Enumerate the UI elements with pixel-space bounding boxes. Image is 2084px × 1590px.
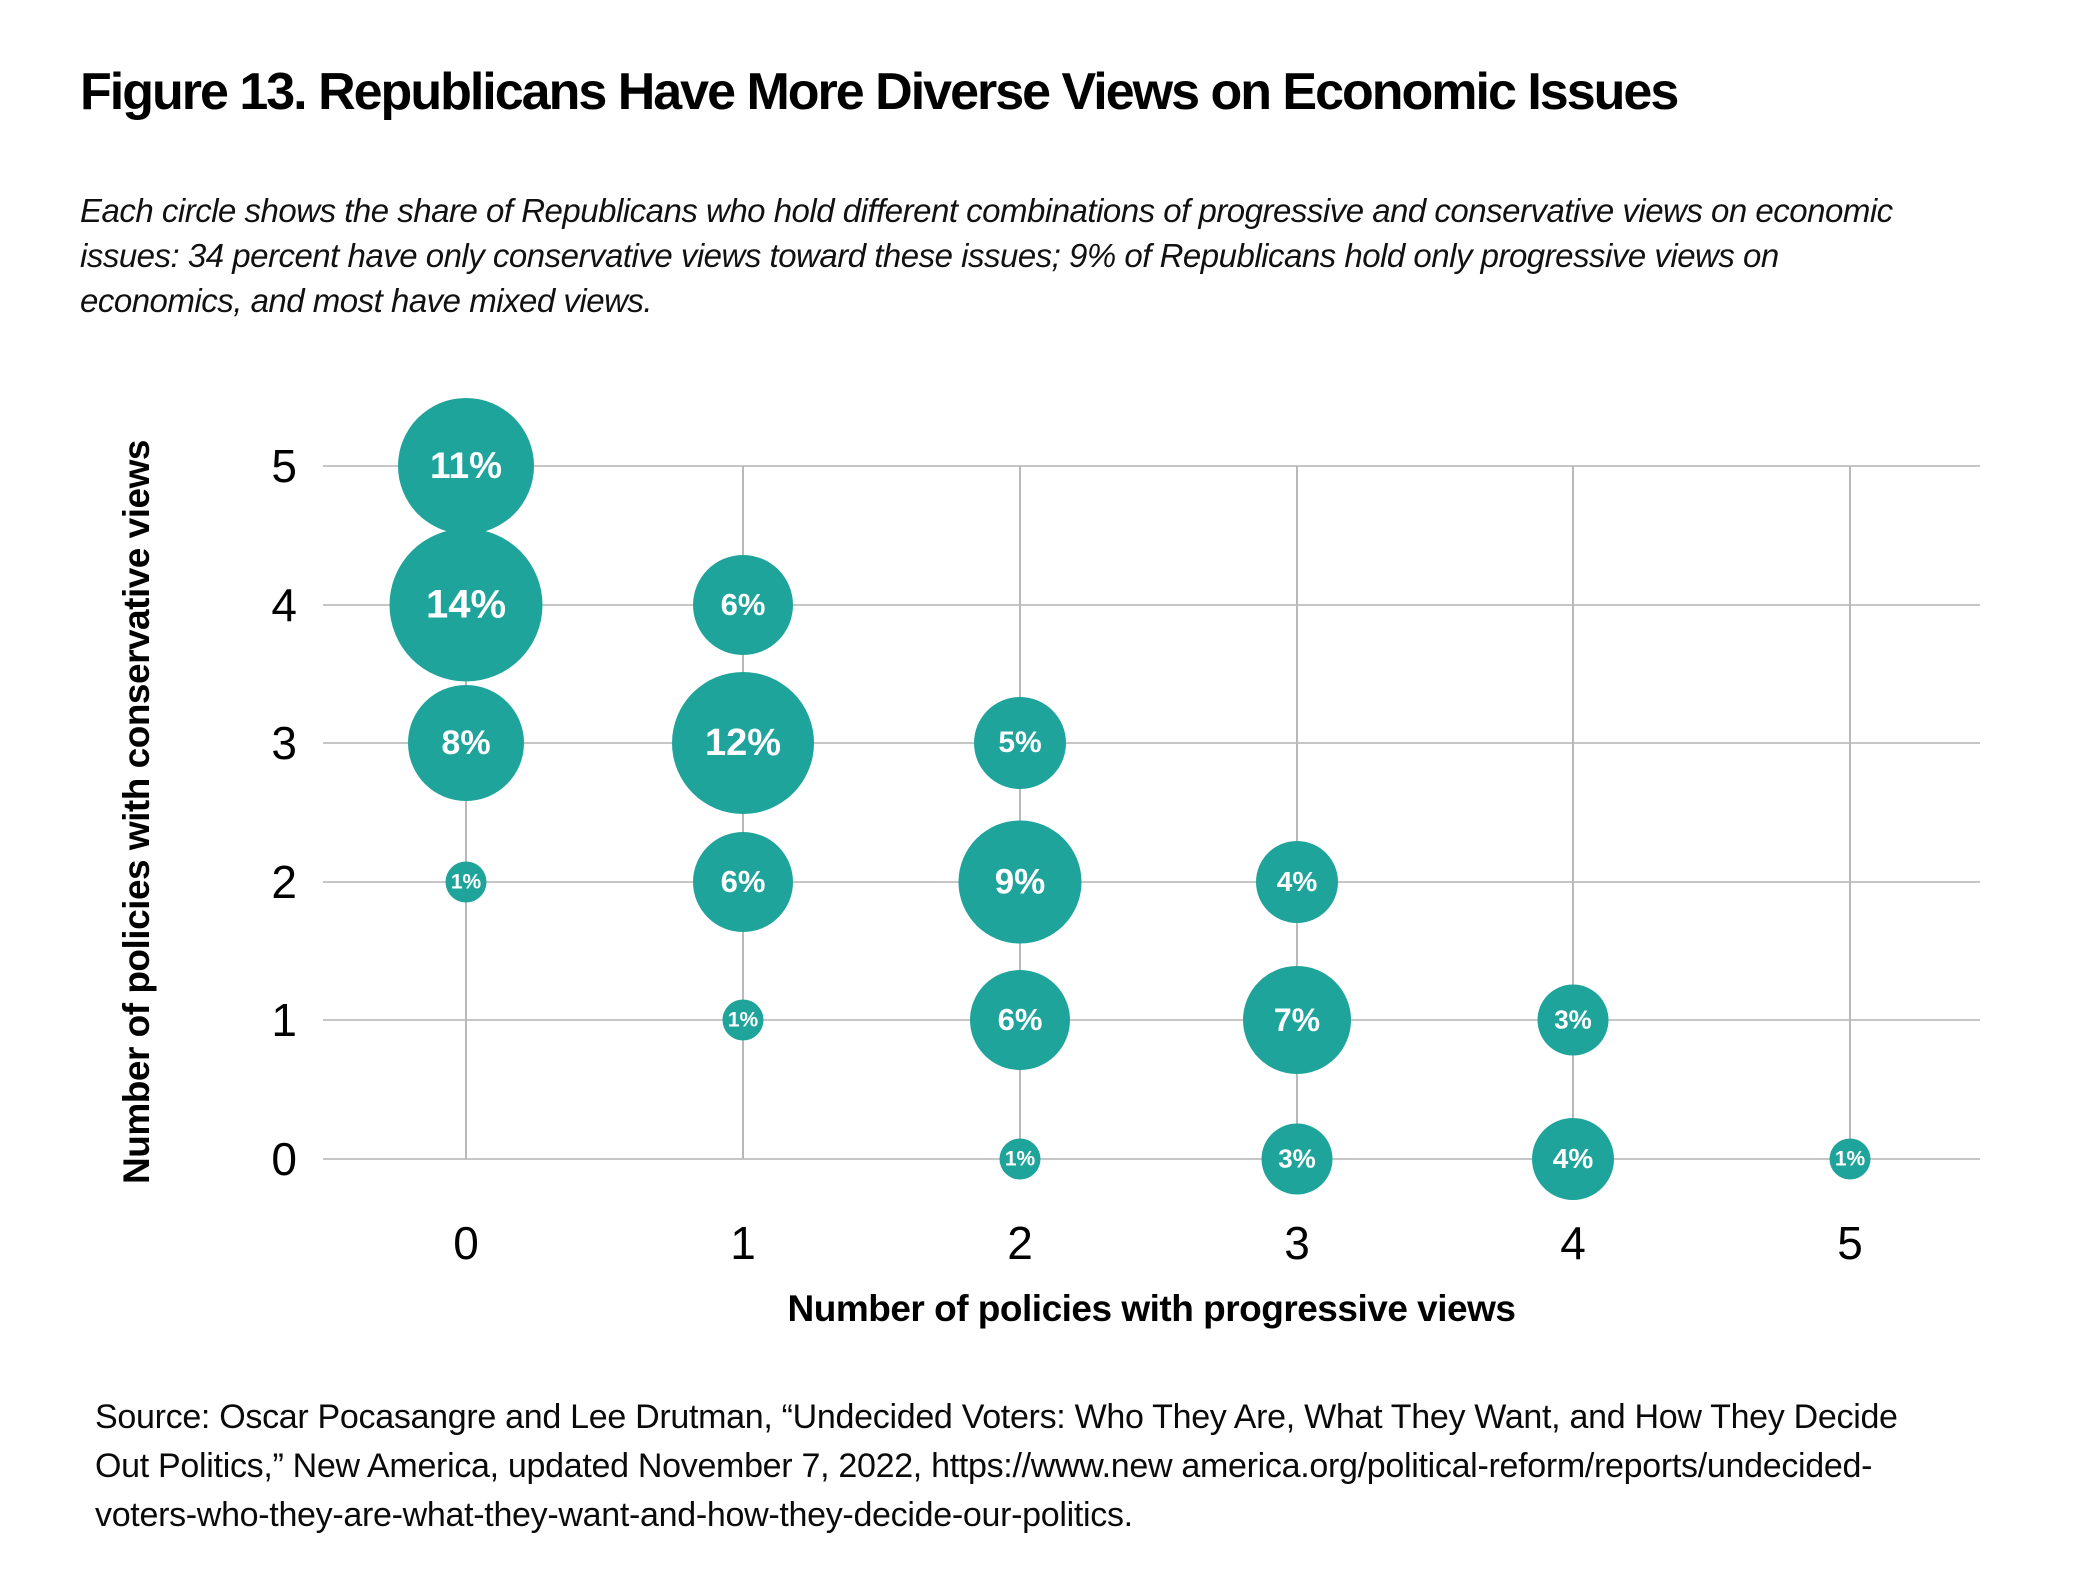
bubble-x4-y0: 4% [1532,1118,1614,1200]
bubble-chart: Number of policies with conservative vie… [116,398,1980,1329]
x-tick-5: 5 [1837,1217,1863,1269]
figure-source: Source: Oscar Pocasangre and Lee Drutman… [95,1393,1898,1540]
x-tick-2: 2 [1007,1217,1033,1269]
bubble-x0-y3: 8% [408,685,524,801]
bubble-x4-y1: 3% [1537,984,1609,1056]
bubble-x1-y3: 12% [672,672,814,814]
bubble-x0-y4: 14% [389,528,543,682]
gridline-vertical-x3 [1296,466,1298,1159]
gridline-vertical-x5 [1849,466,1851,1159]
gridline-vertical-x4 [1572,466,1574,1159]
bubble-x0-y2: 1% [445,861,487,903]
gridline-horizontal-y5 [323,465,1980,467]
bubble-x2-y0: 1% [999,1138,1041,1180]
y-axis-title: Number of policies with conservative vie… [116,440,157,1184]
gridline-horizontal-y1 [323,1019,1980,1021]
x-tick-3: 3 [1284,1217,1310,1269]
figure-source-line: voters-who-they-are-what-they-want-and-h… [95,1496,1133,1534]
figure-subtitle-line: issues: 34 percent have only conservativ… [80,237,1779,274]
gridline-horizontal-y2 [323,881,1980,883]
x-tick-0: 0 [453,1217,479,1269]
gridline-horizontal-y4 [323,604,1980,606]
x-tick-4: 4 [1560,1217,1586,1269]
bubble-x3-y0: 3% [1261,1123,1333,1195]
bubble-x2-y3: 5% [974,697,1066,789]
y-tick-1: 1 [271,994,297,1046]
gridline-vertical-x0 [465,466,467,1159]
gridline-horizontal-y3 [323,742,1980,744]
figure-subtitle-line: Each circle shows the share of Republica… [80,192,1893,229]
y-tick-2: 2 [271,856,297,908]
figure-title: Figure 13. Republicans Have More Diverse… [80,63,1679,121]
bubble-x1-y1: 1% [722,999,764,1041]
y-tick-5: 5 [271,440,297,492]
y-tick-4: 4 [271,579,297,631]
figure-source-line: Source: Oscar Pocasangre and Lee Drutman… [95,1398,1898,1436]
bubble-x2-y2: 9% [958,820,1082,944]
x-axis-title: Number of policies with progressive view… [787,1288,1516,1329]
figure-subtitle-line: economics, and most have mixed views. [80,282,653,319]
bubble-x1-y4: 6% [693,555,793,655]
bubble-x2-y1: 6% [970,970,1070,1070]
bubble-x5-y0: 1% [1829,1138,1871,1180]
figure-subtitle: Each circle shows the share of Republica… [80,188,1893,323]
gridline-horizontal-y0 [323,1158,1980,1160]
x-tick-1: 1 [730,1217,756,1269]
bubble-x3-y2: 4% [1256,841,1338,923]
bubble-x0-y5: 11% [398,398,534,534]
y-tick-0: 0 [271,1133,297,1185]
figure-source-line: Out Politics,” New America, updated Nove… [95,1447,1873,1485]
bubble-x1-y2: 6% [693,832,793,932]
y-tick-3: 3 [271,717,297,769]
gridline-vertical-x2 [1019,466,1021,1159]
bubble-x3-y1: 7% [1243,966,1351,1074]
